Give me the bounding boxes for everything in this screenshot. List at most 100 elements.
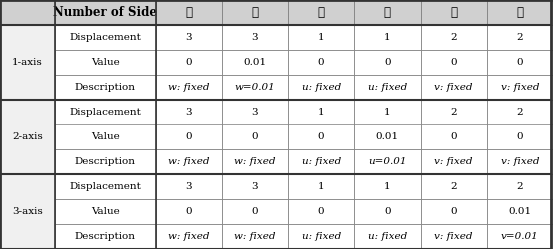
Bar [288, 224, 354, 249]
Text: w=0.01: w=0.01 [234, 83, 275, 92]
Bar [155, 149, 222, 174]
Bar [155, 0, 222, 25]
Text: 0: 0 [185, 132, 192, 141]
Bar [354, 174, 420, 199]
Text: 2-axis: 2-axis [12, 132, 43, 141]
Bar [222, 25, 288, 50]
Bar [420, 100, 487, 124]
Text: Displacement: Displacement [70, 33, 142, 42]
Bar [487, 174, 553, 199]
Text: ③: ③ [317, 6, 325, 19]
Text: 2: 2 [517, 33, 523, 42]
Text: 0: 0 [318, 132, 325, 141]
Text: 0.01: 0.01 [376, 132, 399, 141]
Bar [487, 149, 553, 174]
Text: u=0.01: u=0.01 [368, 157, 406, 166]
Text: w: fixed: w: fixed [168, 157, 210, 166]
Bar [288, 149, 354, 174]
Bar [155, 199, 222, 224]
Bar [288, 75, 354, 100]
Text: 0: 0 [318, 58, 325, 67]
Bar [354, 149, 420, 174]
Bar [420, 174, 487, 199]
Text: ①: ① [185, 6, 192, 19]
Bar [288, 174, 354, 199]
Text: 1: 1 [384, 182, 391, 191]
Text: 3: 3 [185, 182, 192, 191]
Text: v: fixed: v: fixed [435, 232, 473, 241]
Bar [222, 124, 288, 149]
Text: 3: 3 [185, 108, 192, 117]
Text: 1-axis: 1-axis [12, 58, 43, 67]
Bar [288, 124, 354, 149]
Bar [487, 75, 553, 100]
Text: 0: 0 [450, 58, 457, 67]
Bar [222, 174, 288, 199]
Bar [55, 25, 155, 50]
Text: 0: 0 [185, 58, 192, 67]
Bar [0, 0, 55, 25]
Text: v: fixed: v: fixed [500, 83, 539, 92]
Text: w: fixed: w: fixed [234, 157, 276, 166]
Bar [222, 224, 288, 249]
Bar [222, 0, 288, 25]
Bar [155, 124, 222, 149]
Text: 0: 0 [450, 132, 457, 141]
Bar [288, 50, 354, 75]
Bar [55, 224, 155, 249]
Bar [55, 199, 155, 224]
Bar [288, 25, 354, 50]
Text: Value: Value [91, 132, 120, 141]
Bar [288, 100, 354, 124]
Text: Displacement: Displacement [70, 108, 142, 117]
Bar [487, 25, 553, 50]
Bar [55, 149, 155, 174]
Text: Displacement: Displacement [70, 182, 142, 191]
Bar [420, 149, 487, 174]
Text: u: fixed: u: fixed [301, 83, 341, 92]
Bar [222, 199, 288, 224]
Text: 3: 3 [252, 182, 258, 191]
Text: 3: 3 [252, 108, 258, 117]
Bar [420, 199, 487, 224]
Text: 2: 2 [517, 182, 523, 191]
Bar [55, 174, 155, 199]
Bar [222, 75, 288, 100]
Text: Number of Side: Number of Side [54, 6, 158, 19]
Text: 2: 2 [450, 33, 457, 42]
Text: 0: 0 [318, 207, 325, 216]
Bar [354, 50, 420, 75]
Text: 0.01: 0.01 [243, 58, 267, 67]
Text: Description: Description [75, 232, 136, 241]
Bar [354, 75, 420, 100]
Bar [354, 100, 420, 124]
Bar [420, 75, 487, 100]
Bar [354, 25, 420, 50]
Text: Value: Value [91, 58, 120, 67]
Text: 3: 3 [252, 33, 258, 42]
Text: 1: 1 [384, 108, 391, 117]
Bar [420, 50, 487, 75]
Bar [487, 124, 553, 149]
Bar [288, 0, 354, 25]
Text: 2: 2 [517, 108, 523, 117]
Text: u: fixed: u: fixed [301, 232, 341, 241]
Bar [55, 0, 155, 25]
Text: 0: 0 [384, 207, 391, 216]
Bar [55, 124, 155, 149]
Bar [155, 50, 222, 75]
Bar [288, 199, 354, 224]
Text: 1: 1 [318, 182, 325, 191]
Text: 3-axis: 3-axis [12, 207, 43, 216]
Text: 0: 0 [450, 207, 457, 216]
Text: 2: 2 [450, 182, 457, 191]
Bar [354, 0, 420, 25]
Text: w: fixed: w: fixed [168, 83, 210, 92]
Text: w: fixed: w: fixed [234, 232, 276, 241]
Bar [0, 100, 55, 174]
Text: 3: 3 [185, 33, 192, 42]
Text: 1: 1 [318, 33, 325, 42]
Text: 2: 2 [450, 108, 457, 117]
Text: u: fixed: u: fixed [301, 157, 341, 166]
Bar [420, 224, 487, 249]
